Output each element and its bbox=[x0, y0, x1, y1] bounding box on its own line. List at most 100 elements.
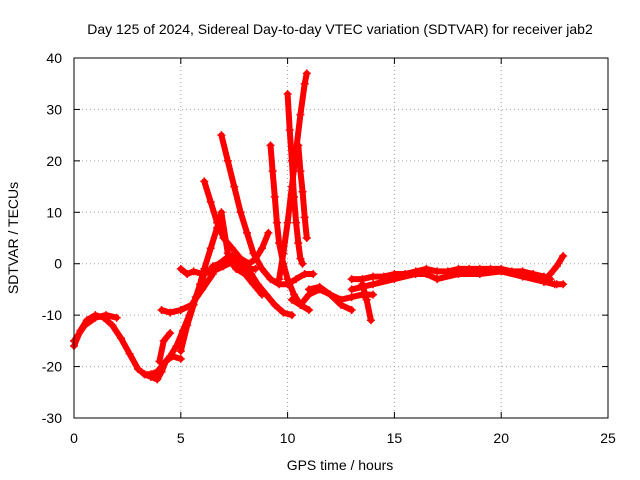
data-point bbox=[302, 69, 311, 78]
data-point bbox=[264, 228, 273, 237]
data-point bbox=[168, 352, 177, 361]
series-trace bbox=[540, 253, 567, 285]
data-point bbox=[287, 295, 296, 304]
chart-title: Day 125 of 2024, Sidereal Day-to-day VTE… bbox=[87, 21, 593, 37]
x-tick-label: 5 bbox=[177, 430, 185, 446]
data-point bbox=[257, 290, 266, 299]
data-point bbox=[155, 357, 164, 366]
data-point bbox=[337, 300, 345, 309]
satellite-track-20 bbox=[347, 267, 559, 294]
data-point bbox=[294, 239, 303, 248]
data-point bbox=[304, 285, 313, 294]
data-point bbox=[243, 228, 252, 237]
data-point bbox=[347, 285, 356, 294]
satellite-track-21 bbox=[539, 252, 568, 286]
satellite-track-04 bbox=[155, 329, 175, 366]
data-point bbox=[176, 347, 185, 356]
data-point bbox=[287, 311, 296, 320]
data-point bbox=[279, 249, 288, 258]
y-tick-label: 30 bbox=[46, 101, 62, 117]
data-point bbox=[369, 272, 378, 281]
data-point bbox=[497, 267, 506, 276]
x-axis-label: GPS time / hours bbox=[287, 457, 394, 473]
data-point bbox=[285, 126, 294, 134]
data-point bbox=[347, 293, 356, 302]
data-point bbox=[369, 280, 378, 289]
data-point bbox=[298, 259, 307, 268]
data-point bbox=[166, 308, 175, 317]
data-point bbox=[166, 329, 175, 338]
data-point bbox=[257, 244, 266, 253]
data-point bbox=[298, 187, 307, 196]
data-point bbox=[213, 218, 222, 227]
data-point bbox=[153, 375, 162, 384]
data-point bbox=[200, 177, 209, 186]
data-point bbox=[296, 254, 305, 263]
data-point bbox=[290, 290, 299, 299]
data-point bbox=[208, 264, 217, 273]
data-point bbox=[518, 272, 527, 281]
data-point bbox=[206, 244, 215, 253]
data-point bbox=[230, 182, 239, 191]
data-point bbox=[433, 275, 442, 284]
data-point bbox=[266, 141, 275, 150]
data-point bbox=[362, 295, 371, 304]
data-point bbox=[411, 270, 420, 278]
data-point bbox=[219, 259, 228, 268]
data-point bbox=[217, 208, 226, 217]
y-tick-label: 20 bbox=[46, 153, 62, 169]
x-tick-label: 0 bbox=[70, 430, 78, 446]
data-point bbox=[157, 367, 166, 376]
data-point bbox=[183, 270, 192, 278]
data-point bbox=[304, 306, 313, 314]
data-point bbox=[296, 167, 305, 176]
data-point bbox=[102, 311, 111, 320]
data-point bbox=[300, 213, 309, 222]
data-point bbox=[292, 146, 301, 155]
satellite-track-15 bbox=[275, 69, 311, 284]
data-point bbox=[112, 313, 121, 322]
data-point bbox=[176, 354, 185, 363]
data-point bbox=[309, 270, 318, 278]
data-point bbox=[292, 218, 301, 227]
data-point bbox=[232, 264, 241, 273]
data-point bbox=[159, 336, 168, 345]
data-point bbox=[266, 275, 275, 284]
y-axis-label: SDTVAR / TECUs bbox=[5, 182, 21, 294]
data-point bbox=[369, 290, 378, 299]
data-point bbox=[292, 275, 301, 284]
data-point bbox=[272, 218, 281, 227]
data-point bbox=[219, 234, 228, 242]
data-point bbox=[176, 264, 185, 273]
data-point bbox=[116, 334, 125, 343]
data-point bbox=[108, 321, 117, 330]
data-point bbox=[125, 349, 134, 358]
data-point bbox=[283, 275, 292, 284]
data-point bbox=[283, 218, 292, 227]
plot-frame bbox=[73, 57, 609, 419]
data-point bbox=[80, 321, 89, 330]
data-point bbox=[300, 270, 309, 278]
data-point bbox=[189, 267, 198, 276]
x-tick-label: 10 bbox=[280, 430, 296, 446]
data-point bbox=[358, 275, 367, 284]
data-point bbox=[326, 290, 335, 299]
data-point bbox=[287, 182, 296, 191]
data-point bbox=[559, 280, 568, 289]
data-point bbox=[283, 90, 292, 98]
y-tick-label: 10 bbox=[46, 204, 62, 220]
data-point bbox=[552, 262, 561, 271]
data-point bbox=[183, 321, 192, 330]
data-point bbox=[228, 252, 237, 260]
satellite-track-03 bbox=[140, 352, 185, 384]
data-point bbox=[546, 270, 555, 278]
data-point bbox=[225, 257, 234, 266]
data-point bbox=[390, 275, 399, 284]
data-point bbox=[296, 300, 305, 309]
data-point bbox=[234, 254, 243, 263]
series-trace bbox=[199, 258, 265, 298]
series-trace bbox=[209, 253, 295, 319]
x-tick-label: 20 bbox=[493, 430, 509, 446]
series-trace bbox=[348, 268, 558, 293]
